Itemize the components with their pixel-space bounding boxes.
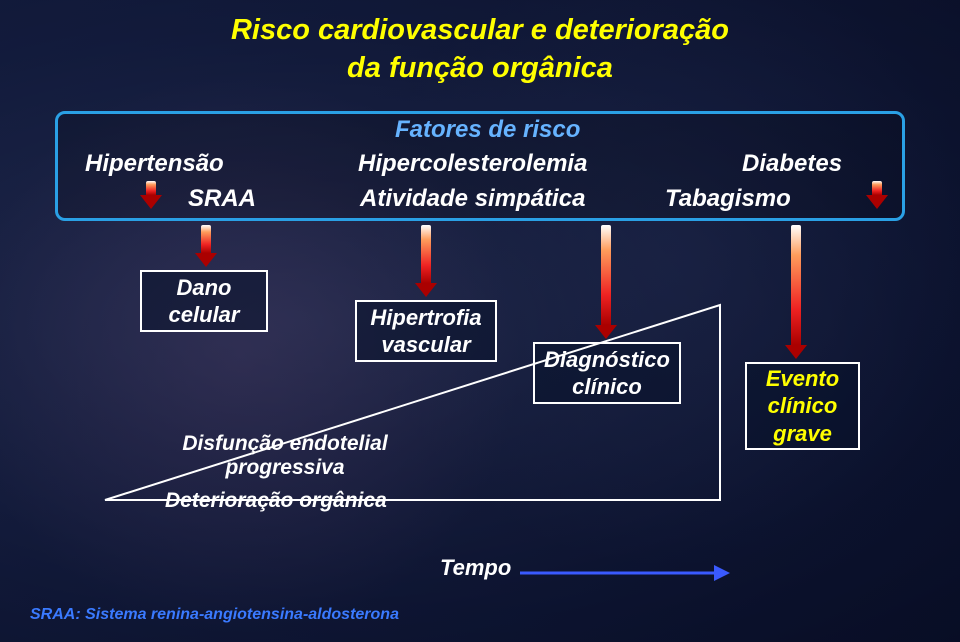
- arrow-down-to-hipertrofia: [415, 225, 437, 297]
- footnote-sraa: SRAA: Sistema renina-angiotensina-aldost…: [30, 606, 399, 624]
- risk-header: Fatores de risco: [395, 116, 580, 144]
- disfuncao-l2: progressiva: [225, 456, 344, 479]
- arrow-down-to-dano: [195, 225, 217, 267]
- row2-mid: Atividade simpática: [360, 185, 585, 213]
- time-arrow: [520, 565, 730, 581]
- row2-left: SRAA: [188, 185, 256, 213]
- disfuncao-label: Disfunção endotelial progressiva: [155, 432, 415, 480]
- arrow-down-hipertensao: [140, 181, 162, 209]
- row1-right: Diabetes: [742, 150, 842, 178]
- tempo-label: Tempo: [440, 555, 511, 581]
- arrow-down-to-evento: [785, 225, 807, 359]
- disfuncao-l1: Disfunção endotelial: [182, 432, 387, 455]
- progression-triangle: [100, 300, 740, 520]
- row1-left: Hipertensão: [85, 150, 224, 178]
- evento-l3: grave: [773, 421, 832, 446]
- arrow-down-diabetes: [866, 181, 888, 209]
- node-evento: Evento clínico grave: [745, 362, 860, 450]
- dano-l1: Dano: [177, 275, 232, 300]
- row1-mid: Hipercolesterolemia: [358, 150, 587, 178]
- page-title: Risco cardiovascular e deterioração da f…: [0, 12, 960, 87]
- title-line2: da função orgânica: [347, 52, 613, 84]
- evento-l1: Evento: [766, 366, 839, 391]
- deterioracao-label: Deterioração orgânica: [165, 489, 387, 513]
- row2-right: Tabagismo: [665, 185, 791, 213]
- title-line1: Risco cardiovascular e deterioração: [231, 14, 729, 46]
- evento-l2: clínico: [768, 393, 838, 418]
